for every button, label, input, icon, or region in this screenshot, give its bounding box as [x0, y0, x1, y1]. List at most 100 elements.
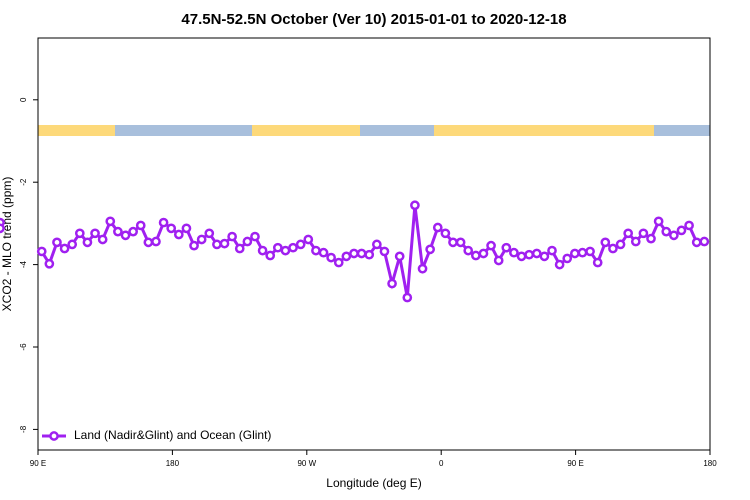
data-point	[623, 228, 634, 239]
data-point	[585, 246, 595, 257]
x-tick-label: 180	[166, 459, 180, 468]
data-point	[181, 223, 192, 234]
data-point	[280, 245, 291, 256]
legend-marker	[49, 431, 59, 441]
data-point	[653, 216, 664, 227]
data-point	[113, 226, 123, 237]
data-point	[630, 236, 641, 247]
data-point	[455, 237, 466, 248]
land-ocean-band	[38, 125, 710, 136]
data-point	[265, 250, 276, 261]
x-tick-label: 90 W	[297, 459, 316, 468]
land-segment	[38, 125, 115, 136]
data-point	[448, 237, 458, 248]
data-point	[204, 228, 215, 239]
x-tick-label: 180	[703, 459, 717, 468]
y-tick-label: -4	[19, 260, 28, 268]
data-point	[59, 243, 70, 254]
data-point	[410, 200, 420, 211]
data-point	[288, 242, 298, 253]
data-point	[36, 246, 47, 257]
data-point	[227, 231, 237, 242]
data-point	[600, 237, 611, 248]
land-segment	[434, 125, 654, 136]
data-point	[212, 239, 222, 250]
series-line	[40, 205, 705, 298]
data-point	[326, 252, 336, 263]
data-point	[570, 248, 580, 259]
y-axis-label: XCO2 - MLO trend (ppm)	[0, 177, 14, 312]
data-point	[166, 223, 177, 234]
legend-label: Land (Nadir&Glint) and Ocean (Glint)	[74, 428, 271, 442]
data-point	[699, 236, 710, 247]
data-point	[539, 251, 550, 262]
data-point	[234, 243, 245, 254]
data-point	[356, 248, 367, 259]
x-tick-label: 0	[439, 459, 444, 468]
data-point	[577, 247, 588, 258]
data-point	[646, 233, 656, 244]
data-point	[676, 225, 687, 236]
data-point	[257, 245, 268, 256]
x-axis-label: Longitude (deg E)	[326, 476, 421, 490]
data-point	[250, 231, 260, 242]
data-point	[493, 255, 504, 266]
data-point	[402, 292, 413, 303]
data-point	[333, 257, 344, 268]
data-point	[67, 239, 78, 250]
data-point	[311, 245, 321, 256]
data-point	[669, 230, 679, 241]
data-point	[242, 236, 253, 247]
data-point	[417, 263, 428, 274]
x-tick-label: 90 E	[30, 459, 46, 468]
data-point	[615, 239, 626, 250]
data-point	[173, 229, 184, 240]
data-point	[432, 222, 443, 233]
data-point	[341, 251, 352, 262]
ocean-segment	[360, 125, 434, 136]
data-point	[463, 245, 474, 256]
data-point	[128, 226, 138, 237]
data-point	[387, 278, 397, 289]
data-point	[470, 250, 481, 261]
data-point	[364, 249, 375, 260]
data-point	[562, 253, 573, 264]
data-point	[105, 216, 116, 227]
data-point	[394, 251, 405, 262]
data-point	[82, 237, 93, 248]
data-point	[684, 220, 694, 231]
ocean-segment	[654, 125, 710, 136]
data-point	[608, 243, 618, 254]
ocean-segment	[115, 125, 252, 136]
data-point	[486, 240, 496, 251]
data-point	[501, 242, 512, 253]
y-tick-label: 0	[19, 97, 28, 102]
data-point	[295, 239, 306, 250]
data-point	[303, 234, 314, 245]
data-point	[189, 240, 199, 251]
y-tick-label: -2	[19, 178, 28, 186]
data-point	[318, 247, 329, 258]
data-point	[120, 230, 131, 241]
data-point	[554, 259, 565, 270]
data-point	[547, 245, 557, 256]
plot-frame	[37, 37, 711, 451]
y-tick-label: -6	[19, 343, 28, 351]
data-point	[90, 228, 100, 239]
data-point	[219, 238, 230, 249]
data-point	[531, 248, 542, 259]
data-point	[440, 228, 451, 239]
data-point	[349, 248, 359, 259]
land-segment	[252, 125, 360, 136]
data-point	[516, 251, 527, 262]
data-point	[592, 257, 603, 268]
data-point	[691, 237, 702, 248]
data-point	[74, 228, 85, 239]
data-point	[425, 244, 435, 255]
data-point	[661, 226, 672, 237]
data-point	[135, 220, 146, 231]
data-point	[44, 258, 55, 269]
data-point	[524, 249, 535, 260]
data-point	[0, 223, 5, 234]
